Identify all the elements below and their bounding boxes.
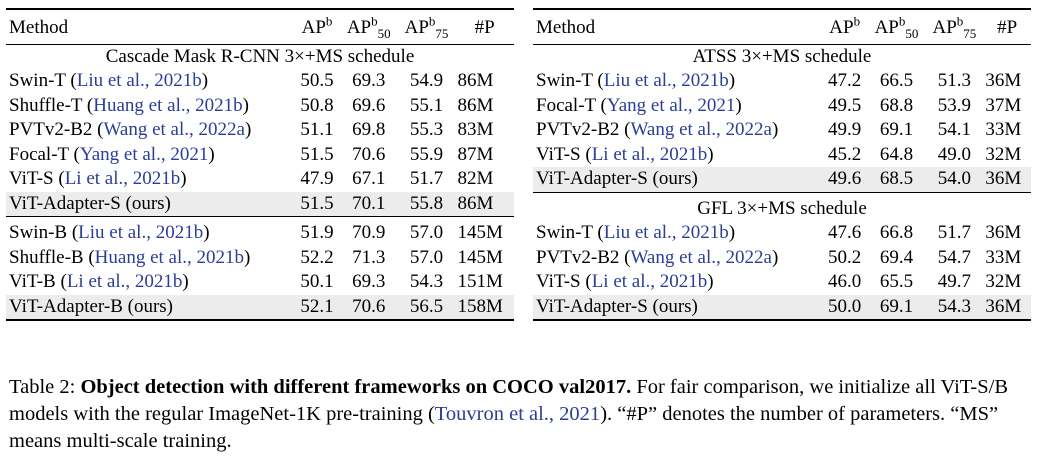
citation-link[interactable]: Liu et al., 2021b xyxy=(603,70,729,91)
table-row: Focal-T (Yang et al., 2021) 51.5 70.6 55.9 8… xyxy=(9,143,494,165)
params-header: #P xyxy=(474,17,495,38)
citation-link[interactable]: Liu et al., 2021b xyxy=(78,222,204,243)
table-row: PVTv2-B2 (Wang et al., 2022a) 49.9 69.1 54.… xyxy=(536,119,1022,140)
table-row: ViT-S (Li et al., 2021b) 47.9 67.1 51.7 82M xyxy=(9,168,494,189)
citation-link[interactable]: Wang et al., 2022a xyxy=(103,119,245,140)
table-row: Focal-T (Yang et al., 2021) 49.5 68.8 53.9 3… xyxy=(536,94,1022,116)
table-caption: Table 2: Object detection with different… xyxy=(9,376,1009,452)
ap50-header: APb50 xyxy=(874,13,919,41)
group-heading: GFL 3×+MS schedule xyxy=(697,197,867,219)
group-heading: ATSS 3×+MS schedule xyxy=(692,45,872,67)
citation-link[interactable]: Huang et al., 2021b xyxy=(93,94,243,116)
citation-link[interactable]: Yang et al., 2021 xyxy=(79,143,209,165)
citation-link[interactable]: Liu et al., 2021b xyxy=(603,222,729,243)
method-header: Method xyxy=(536,17,596,38)
highlight-row: ViT-Adapter-S (ours) 49.6 68.5 54.0 36M xyxy=(533,167,1031,192)
group-heading: Cascade Mask R-CNN 3×+MS schedule xyxy=(105,45,415,67)
left-results-table: Method APb APb50 APb75 #P Cascade Mask R… xyxy=(6,8,514,321)
citation-link[interactable]: Li et al., 2021b xyxy=(591,143,708,165)
table-row: Swin-T (Liu et al., 2021b) 47.2 66.5 51.3 36… xyxy=(536,70,1022,91)
table-row: Swin-T (Liu et al., 2021b) 47.6 66.8 51.7 36… xyxy=(536,222,1022,243)
ap-header: APb xyxy=(829,13,861,38)
ap-header: APb xyxy=(301,13,333,38)
citation-link[interactable]: Yang et al., 2021 xyxy=(606,94,736,116)
params-header: #P xyxy=(997,17,1018,38)
table-row: ViT-S (Li et al., 2021b) 45.2 64.8 49.0 32M xyxy=(536,143,1022,165)
table-row: PVTv2-B2 (Wang et al., 2022a) 50.2 69.4 54.… xyxy=(536,246,1022,268)
ap50-header: APb50 xyxy=(346,13,391,41)
ap75-header: APb75 xyxy=(932,13,977,41)
table-row: Shuffle-T (Huang et al., 2021b) 50.8 69.6 5… xyxy=(9,94,494,116)
table-row: Swin-B (Liu et al., 2021b) 51.9 70.9 57.0 14… xyxy=(9,222,503,243)
ap75-header: APb75 xyxy=(404,13,449,41)
method-header: Method xyxy=(9,17,69,38)
citation-link[interactable]: Liu et al., 2021b xyxy=(76,70,202,91)
citation-link[interactable]: Wang et al., 2022a xyxy=(630,119,772,140)
citation-link[interactable]: Li et al., 2021b xyxy=(64,168,181,189)
citation-link[interactable]: Touvron et al., 2021 xyxy=(434,403,601,425)
highlight-row: ViT-Adapter-B (ours) 52.1 70.6 56.5 158M xyxy=(6,294,514,320)
citation-link[interactable]: Huang et al., 2021b xyxy=(94,246,244,268)
table-row: ViT-S (Li et al., 2021b) 46.0 65.5 49.7 32M xyxy=(536,271,1022,292)
highlight-row: ViT-Adapter-S (ours) 50.0 69.1 54.3 36M xyxy=(533,294,1031,320)
table-row: Shuffle-B (Huang et al., 2021b) 52.2 71.3 5… xyxy=(9,246,503,268)
right-results-table: Method APb APb50 APb75 #P ATSS 3×+MS sch… xyxy=(533,8,1031,321)
citation-link[interactable]: Li et al., 2021b xyxy=(66,271,183,292)
citation-link[interactable]: Wang et al., 2022a xyxy=(630,246,772,268)
highlight-row: ViT-Adapter-S (ours) 51.5 70.1 55.8 86M xyxy=(6,191,514,217)
caption-bold-title: Object detection with different framewor… xyxy=(80,376,632,398)
table-row: PVTv2-B2 (Wang et al., 2022a) 51.1 69.8 55.… xyxy=(9,119,494,140)
table-row: Swin-T (Liu et al., 2021b) 50.5 69.3 54.9 86… xyxy=(9,70,494,91)
citation-link[interactable]: Li et al., 2021b xyxy=(591,271,708,292)
table-row: ViT-B (Li et al., 2021b) 50.1 69.3 54.3 151M xyxy=(9,271,503,292)
